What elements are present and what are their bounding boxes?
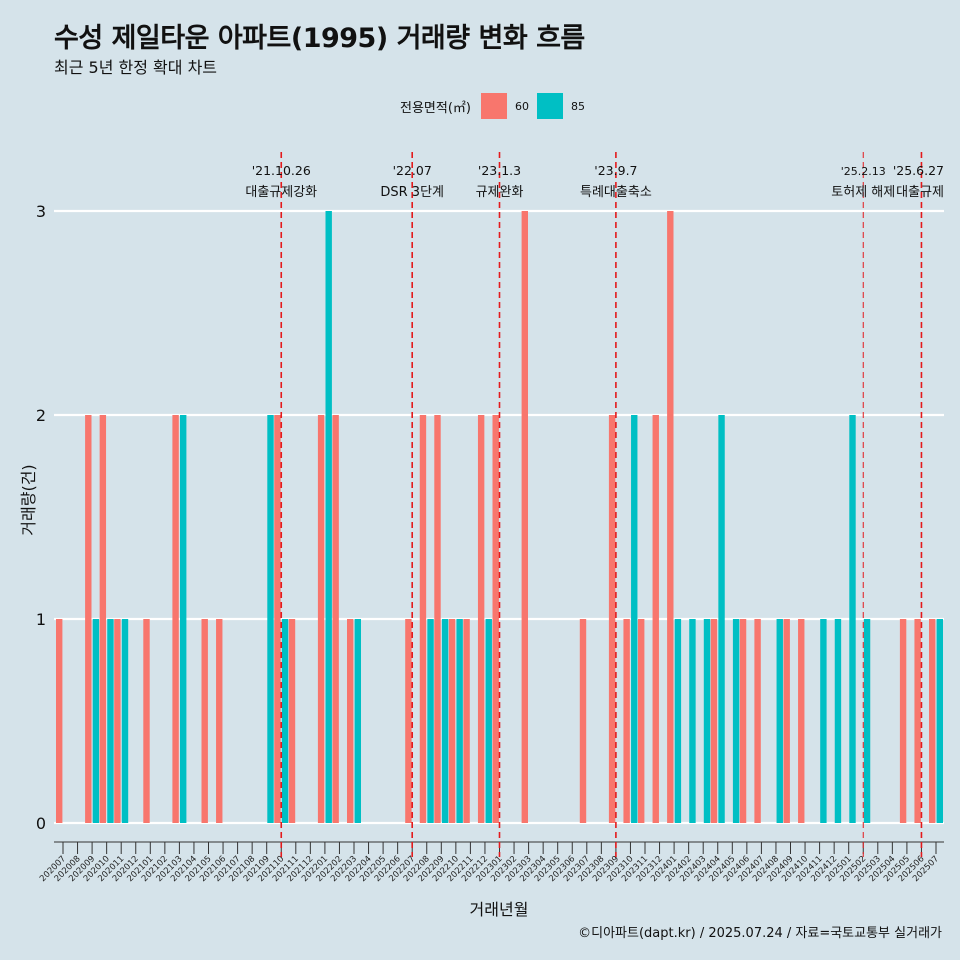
annotation-label: 규제완화 bbox=[476, 185, 524, 200]
bar-85-202212 bbox=[485, 619, 492, 823]
y-axis-title: 거래량(건) bbox=[19, 464, 38, 535]
chart-caption: ©디아파트(dapt.kr) / 2025.07.24 / 자료=국토교통부 실… bbox=[578, 926, 942, 941]
bar-60-202207 bbox=[405, 619, 412, 823]
bar-85-202201 bbox=[325, 211, 332, 823]
bar-60-202202 bbox=[332, 415, 339, 823]
bar-85-202405 bbox=[732, 619, 740, 823]
bar-85-202501 bbox=[849, 415, 856, 823]
bar-60-202310 bbox=[623, 619, 630, 823]
bar-60-202101 bbox=[143, 619, 150, 823]
bar-60-202010 bbox=[99, 415, 107, 823]
bar-60-202303 bbox=[521, 211, 528, 823]
y-tick-label: 3 bbox=[36, 202, 46, 221]
bar-60-202209 bbox=[434, 415, 441, 823]
bar-85-202402 bbox=[689, 619, 696, 823]
bar-85-202404 bbox=[718, 415, 725, 823]
legend-swatch-85 bbox=[536, 93, 563, 119]
legend: 전용면적(㎡) 60 85 bbox=[400, 93, 593, 119]
bar-60-202105 bbox=[201, 619, 208, 823]
annotation-label: 대출규제강화 bbox=[245, 185, 317, 200]
bar-85-202009 bbox=[92, 619, 100, 823]
chart-title: 수성 제일타운 아파트(1995) 거래량 변화 흐름 bbox=[54, 23, 585, 54]
bar-85-202412 bbox=[834, 619, 842, 823]
chart-subtitle: 최근 5년 한정 확대 차트 bbox=[54, 58, 218, 77]
bar-60-202210 bbox=[448, 619, 456, 823]
x-axis-title: 거래년월 bbox=[470, 900, 529, 919]
bar-60-202212 bbox=[477, 415, 485, 823]
bar-85-202411 bbox=[820, 619, 827, 823]
bar-60-202406 bbox=[739, 619, 747, 823]
bar-85-202209 bbox=[441, 619, 449, 823]
legend-title: 전용면적(㎡) bbox=[400, 100, 471, 116]
bar-60-202407 bbox=[754, 619, 761, 823]
bar-60-202506 bbox=[914, 619, 921, 823]
bar-85-202109 bbox=[267, 415, 274, 823]
annotation-label: 특례대출축소 bbox=[580, 185, 652, 200]
bar-85-202403 bbox=[703, 619, 711, 823]
bar-60-202309 bbox=[608, 415, 616, 823]
bar-85-202208 bbox=[427, 619, 434, 823]
y-tick-label: 2 bbox=[36, 406, 46, 425]
legend-swatch-60 bbox=[480, 93, 507, 119]
annotation-date: '22.07 bbox=[393, 163, 432, 178]
bar-85-202203 bbox=[354, 619, 361, 823]
y-tick-label: 1 bbox=[36, 610, 46, 629]
bar-60-202507 bbox=[929, 619, 936, 823]
bar-60-202410 bbox=[798, 619, 805, 823]
bar-60-202312 bbox=[652, 415, 659, 823]
bar-60-202106 bbox=[216, 619, 223, 823]
bar-60-202111 bbox=[288, 619, 296, 823]
annotation-label: 대출규제 bbox=[896, 185, 944, 200]
bar-60-202505 bbox=[899, 619, 907, 823]
annotation-date: '23.1.3 bbox=[478, 163, 521, 178]
annotation-date: '25.6.27 bbox=[893, 163, 944, 178]
bar-85-202401 bbox=[674, 619, 682, 823]
bar-85-202103 bbox=[180, 415, 187, 823]
legend-label-60: 60 bbox=[514, 99, 529, 113]
annotation-date: '23.9.7 bbox=[594, 163, 637, 178]
annotation-label: 토허제 해제 bbox=[831, 185, 895, 200]
legend-label-85: 85 bbox=[570, 99, 585, 113]
bar-85-202310 bbox=[631, 415, 638, 823]
annotation-date: '25.2.13 bbox=[841, 165, 886, 178]
annotation-label: DSR 3단계 bbox=[380, 185, 444, 200]
bar-60-202301 bbox=[492, 415, 499, 823]
bar-60-202208 bbox=[419, 415, 427, 823]
bar-60-202007 bbox=[56, 619, 63, 823]
bar-60-202201 bbox=[317, 415, 325, 823]
legend-item-85: 85 bbox=[536, 93, 585, 119]
y-tick-label: 0 bbox=[36, 814, 46, 833]
bar-85-202408 bbox=[776, 619, 783, 823]
bar-60-202203 bbox=[347, 619, 354, 823]
bar-60-202110 bbox=[274, 415, 281, 823]
legend-item-60: 60 bbox=[480, 93, 529, 119]
bar-60-202307 bbox=[579, 619, 587, 823]
bar-60-202404 bbox=[710, 619, 718, 823]
bar-60-202211 bbox=[463, 619, 470, 823]
bar-60-202011 bbox=[114, 619, 121, 823]
bar-85-202110 bbox=[281, 619, 289, 823]
bar-60-202409 bbox=[783, 619, 790, 823]
bar-60-202311 bbox=[638, 619, 645, 823]
bar-85-202011 bbox=[121, 619, 129, 823]
bar-85-202210 bbox=[456, 619, 463, 823]
bar-60-202103 bbox=[172, 415, 179, 823]
annotation-date: '21.10.26 bbox=[252, 163, 311, 178]
bar-60-202401 bbox=[667, 211, 674, 823]
bar-85-202502 bbox=[863, 619, 871, 823]
bar-60-202009 bbox=[85, 415, 92, 823]
bar-85-202010 bbox=[107, 619, 114, 823]
bar-85-202507 bbox=[936, 619, 943, 823]
